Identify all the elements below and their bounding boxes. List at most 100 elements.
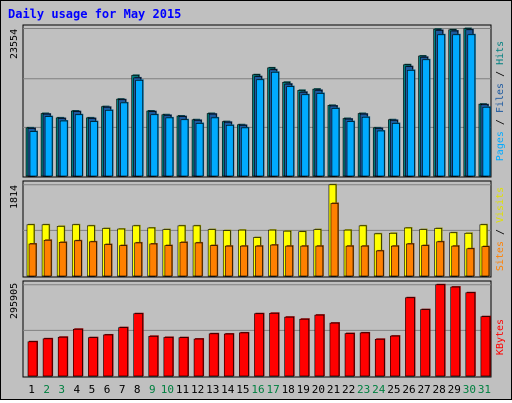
bar-kbytes-day-6 (103, 334, 113, 377)
bar-sites-day-4 (73, 240, 82, 277)
bar-pages-day-13 (210, 117, 219, 177)
x-tick-label-day-30: 30 (463, 383, 476, 396)
x-tick-label-day-31: 31 (478, 383, 491, 396)
legend-part-0-2: Files (495, 83, 506, 113)
x-tick-label-day-10: 10 (161, 383, 174, 396)
x-tick-label-day-18: 18 (282, 383, 295, 396)
bars-layer (23, 27, 491, 377)
bar-pages-day-12 (195, 123, 204, 177)
x-tick-label-day-6: 6 (104, 383, 111, 396)
x-tick-label-day-21: 21 (327, 383, 340, 396)
bar-sites-day-11 (179, 242, 188, 277)
legend-part-1-2: Visits (495, 187, 506, 223)
bar-pages-day-16 (256, 79, 264, 177)
x-tick-label-day-27: 27 (417, 383, 430, 396)
bar-pages-day-29 (452, 34, 461, 177)
bar-sites-day-9 (149, 243, 158, 277)
x-tick-label-day-28: 28 (433, 383, 446, 396)
bar-sites-day-23 (360, 245, 369, 277)
bar-sites-day-7 (119, 245, 127, 277)
bar-pages-day-31 (482, 106, 491, 177)
bar-kbytes-day-1 (27, 341, 38, 377)
x-tick-label-day-8: 8 (134, 383, 141, 396)
x-tick-label-day-22: 22 (342, 383, 355, 396)
bar-sites-day-16 (255, 245, 263, 277)
bar-kbytes-day-10 (163, 337, 174, 377)
bar-pages-day-28 (437, 34, 445, 177)
bar-kbytes-day-22 (344, 333, 355, 377)
legend-sites-visits: Sites / Visits (495, 187, 506, 271)
bar-pages-day-27 (422, 59, 430, 177)
bar-pages-day-11 (180, 119, 189, 177)
bar-sites-day-31 (481, 246, 490, 277)
bar-pages-day-6 (105, 110, 113, 177)
bar-kbytes-day-13 (208, 333, 219, 377)
bar-kbytes-day-23 (359, 332, 370, 377)
x-tick-label-day-3: 3 (58, 383, 65, 396)
bar-kbytes-day-28 (435, 284, 445, 377)
bar-kbytes-day-25 (390, 335, 400, 377)
x-tick-label-day-2: 2 (43, 383, 50, 396)
x-tick-label-day-1: 1 (28, 383, 35, 396)
bar-kbytes-day-18 (284, 316, 294, 377)
x-tick-label-day-5: 5 (89, 383, 96, 396)
bar-kbytes-day-11 (178, 337, 189, 377)
bar-pages-day-25 (392, 123, 400, 177)
bar-kbytes-day-3 (57, 336, 68, 377)
x-tick-label-day-29: 29 (448, 383, 461, 396)
legend-part-0-3: / (495, 65, 506, 83)
bar-sites-day-1 (28, 243, 37, 277)
bar-sites-day-19 (300, 245, 309, 277)
bar-sites-day-29 (451, 245, 460, 277)
bar-sites-day-3 (58, 242, 67, 277)
bar-pages-day-4 (74, 114, 83, 177)
x-tick-label-day-20: 20 (312, 383, 325, 396)
y-max-label-middle: 1814 (9, 185, 20, 209)
right-legend-text-1: Sites / Visits (495, 187, 506, 271)
bar-kbytes-day-2 (42, 338, 53, 377)
x-tick-label-day-24: 24 (372, 383, 386, 396)
bar-sites-day-30 (466, 248, 475, 277)
bar-kbytes-day-8 (133, 313, 143, 377)
bar-kbytes-day-31 (480, 316, 491, 377)
bar-sites-day-10 (164, 245, 173, 277)
bar-sites-day-28 (436, 241, 444, 277)
x-tick-label-day-17: 17 (266, 383, 279, 396)
chart-title: Daily usage for May 2015 (8, 7, 181, 21)
x-tick-label-day-4: 4 (74, 383, 81, 396)
right-legend-text-2: KBytes (495, 319, 506, 355)
x-tick-label-day-9: 9 (149, 383, 156, 396)
x-tick-label-day-14: 14 (221, 383, 235, 396)
bar-sites-day-18 (285, 245, 293, 277)
bar-pages-day-20 (316, 93, 325, 177)
bar-kbytes-day-26 (405, 297, 415, 377)
x-tick-label-day-15: 15 (236, 383, 249, 396)
bar-pages-day-2 (44, 116, 53, 177)
x-tick-label-day-16: 16 (251, 383, 264, 396)
bar-sites-day-25 (391, 245, 399, 277)
bar-pages-day-14 (225, 125, 234, 177)
bar-kbytes-day-21 (329, 322, 340, 377)
bar-kbytes-day-17 (269, 312, 279, 377)
bar-sites-day-21 (330, 203, 339, 277)
bar-sites-day-24 (375, 250, 384, 277)
legend-part-2-0: KBytes (495, 319, 506, 355)
x-tick-label-day-11: 11 (176, 383, 189, 396)
bar-sites-day-22 (345, 245, 354, 277)
bar-pages-day-10 (165, 117, 174, 177)
bar-kbytes-day-16 (254, 313, 264, 377)
x-tick-label-day-25: 25 (387, 383, 400, 396)
bar-sites-day-20 (315, 245, 324, 277)
bar-kbytes-day-12 (193, 338, 204, 377)
bar-kbytes-day-19 (299, 318, 310, 377)
legend-kbytes: KBytes (495, 319, 506, 355)
bar-kbytes-day-29 (450, 286, 461, 377)
bar-pages-day-5 (90, 121, 98, 177)
y-max-label-top: 23554 (9, 29, 20, 59)
x-axis-day-labels: 1 2 3 4 5 6 7 8 9 10 11 12 13 14 15 16 17 18 19 20 21 22 23 24 2… (28, 383, 491, 396)
x-tick-label-day-19: 19 (297, 383, 310, 396)
bar-pages-day-9 (150, 114, 159, 177)
bar-sites-day-15 (240, 245, 248, 277)
bar-sites-day-6 (104, 244, 112, 277)
bar-pages-day-23 (361, 116, 370, 177)
